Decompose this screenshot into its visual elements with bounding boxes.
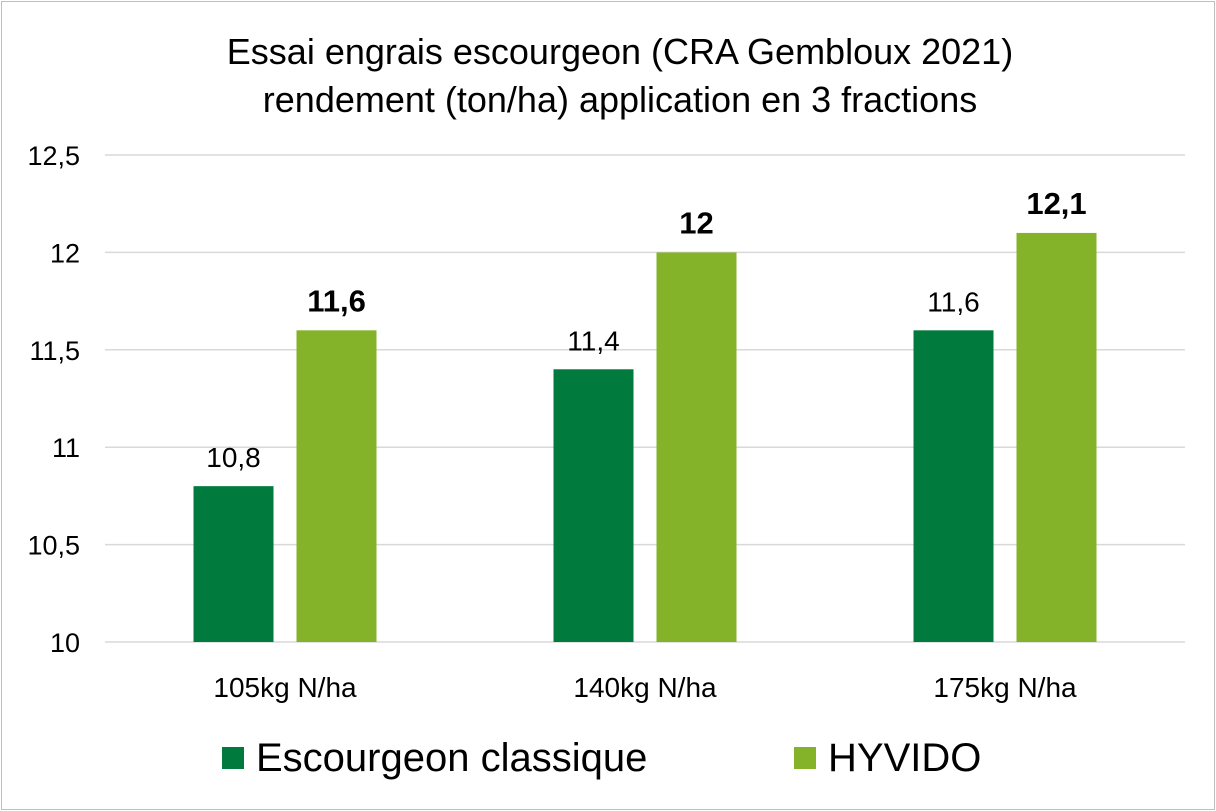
data-label: 11,6 [927, 286, 979, 317]
chart-title: Essai engrais escourgeon (CRA Gembloux 2… [0, 28, 1216, 124]
y-tick-label: 12,5 [27, 141, 80, 171]
y-tick-label: 11,5 [29, 336, 80, 366]
bar-hyvido-0 [296, 330, 377, 642]
x-tick-label: 140kg N/ha [573, 672, 717, 703]
data-label: 11,6 [307, 283, 366, 318]
data-label: 12 [679, 205, 713, 240]
chart-title-line-2: rendement (ton/ha) application en 3 frac… [262, 79, 978, 120]
data-label: 12,1 [1026, 186, 1086, 221]
x-tick-label: 175kg N/ha [933, 672, 1077, 703]
bar-hyvido-2 [1016, 232, 1097, 643]
y-tick-label: 11 [52, 433, 80, 463]
legend-item-hyvido: HYVIDO [794, 728, 981, 788]
y-tick-label: 10,5 [27, 531, 80, 561]
bar-escourgeon-classique-1 [553, 369, 634, 642]
data-label: 11,4 [567, 325, 619, 356]
data-label: 10,8 [206, 442, 261, 473]
bar-hyvido-1 [656, 252, 737, 642]
legend: Escourgeon classique HYVIDO [0, 728, 1216, 788]
legend-swatch-escourgeon-classique [222, 747, 244, 769]
legend-label-hyvido: HYVIDO [828, 735, 982, 780]
x-tick-label: 105kg N/ha [213, 672, 357, 703]
chart-title-line-1: Essai engrais escourgeon (CRA Gembloux 2… [226, 31, 1014, 72]
legend-swatch-hyvido [794, 747, 816, 769]
bar-escourgeon-classique-0 [193, 486, 274, 642]
y-tick-label: 12 [50, 238, 80, 268]
bar-escourgeon-classique-2 [913, 330, 994, 642]
y-tick-label: 10 [50, 628, 80, 658]
legend-item-escourgeon-classique: Escourgeon classique [222, 728, 647, 788]
legend-label-escourgeon-classique: Escourgeon classique [256, 735, 648, 780]
